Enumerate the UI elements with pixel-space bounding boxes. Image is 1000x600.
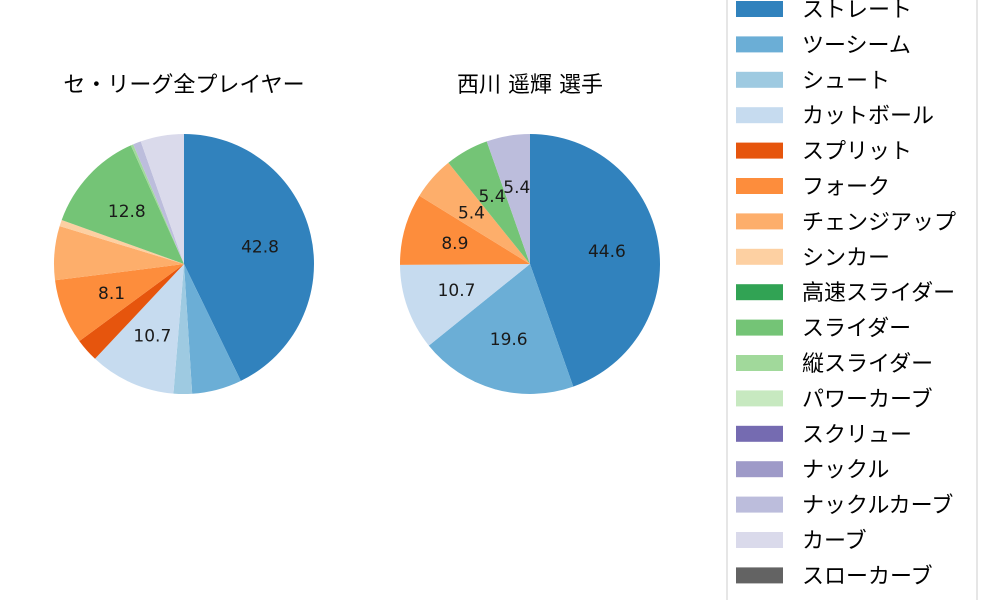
pie-slice	[419, 162, 530, 264]
pie-slice	[133, 141, 184, 264]
legend-label: スクリュー	[802, 423, 912, 448]
legend-swatch	[736, 178, 783, 194]
legend-label: ナックルカーブ	[802, 494, 953, 519]
pie-slice	[59, 219, 184, 264]
pie-slice	[173, 264, 193, 394]
slice-value-label: 10.7	[133, 326, 171, 346]
pie-slice	[486, 134, 530, 264]
legend-label: スプリット	[802, 140, 912, 165]
slice-value-label: 5.4	[458, 203, 485, 223]
pie-slice	[140, 134, 184, 264]
pie-slice	[61, 145, 184, 264]
legend-swatch	[736, 319, 783, 336]
legend-swatch	[736, 567, 783, 584]
legend-swatch	[736, 355, 783, 371]
slice-value-label: 42.8	[241, 238, 279, 258]
legend-label: スライダー	[802, 317, 911, 342]
legend-swatch	[736, 461, 783, 478]
pie-slice	[400, 195, 530, 265]
legend-label: フォーク	[802, 175, 890, 200]
legend-label: パワーカーブ	[802, 387, 933, 412]
player-pie-chart: 西川 遥輝 選手 44.619.610.78.95.45.45.4	[400, 73, 661, 394]
legend: ストレートツーシームシュートカットボールスプリットフォークチェンジアップシンカー…	[726, 0, 978, 600]
legend-label: 縦スライダー	[802, 352, 933, 377]
slice-value-label: 5.4	[478, 187, 505, 207]
pie-slice	[184, 134, 314, 381]
pie-slice	[79, 264, 184, 359]
legend-label: ツーシーム	[802, 33, 911, 58]
legend-label: シンカー	[802, 246, 890, 271]
slice-value-label: 44.6	[588, 242, 626, 262]
legend-swatch	[736, 390, 783, 407]
legend-swatch	[736, 213, 783, 230]
legend-label: ストレート	[802, 0, 912, 23]
slice-value-label: 10.7	[438, 281, 476, 301]
pie-slice	[53, 226, 184, 281]
pie-slice	[130, 144, 184, 264]
legend-label: カーブ	[802, 529, 867, 554]
pie-slice	[428, 264, 574, 394]
legend-swatch	[736, 425, 783, 442]
legend-swatch	[736, 36, 783, 53]
pie-slice	[55, 264, 185, 342]
legend-swatch	[736, 284, 783, 301]
pie-slice	[184, 264, 241, 394]
league-pie-chart: セ・リーグ全プレイヤー 42.8 10.7 8.1 12.8	[53, 73, 314, 394]
legend-frame	[726, 0, 978, 600]
legend-swatch	[736, 142, 783, 159]
pie-slice	[530, 134, 661, 387]
legend-swatch	[736, 532, 783, 548]
slice-value-label: 5.4	[503, 178, 530, 198]
legend-swatch	[736, 1, 783, 17]
legend-swatch	[736, 107, 783, 124]
legend-label: シュート	[802, 69, 890, 94]
slice-value-label: 8.9	[441, 234, 468, 254]
legend-label: 高速スライダー	[802, 281, 955, 306]
slice-value-label: 8.1	[98, 284, 125, 304]
slice-value-label: 19.6	[490, 330, 528, 350]
legend-label: チェンジアップ	[802, 210, 956, 235]
legend-label: ナックル	[802, 458, 889, 483]
legend-label: カットボール	[802, 104, 934, 129]
pie-slice	[448, 141, 530, 264]
legend-swatch	[736, 496, 783, 513]
legend-swatch	[736, 248, 783, 265]
player-pie-title: 西川 遥輝 選手	[457, 73, 603, 98]
pie-slice	[95, 264, 184, 394]
legend-swatch	[736, 71, 783, 88]
league-pie-title: セ・リーグ全プレイヤー	[63, 73, 304, 98]
legend-label: スローカーブ	[802, 564, 933, 589]
slice-value-label: 12.8	[108, 202, 146, 222]
pie-slice	[400, 264, 530, 346]
